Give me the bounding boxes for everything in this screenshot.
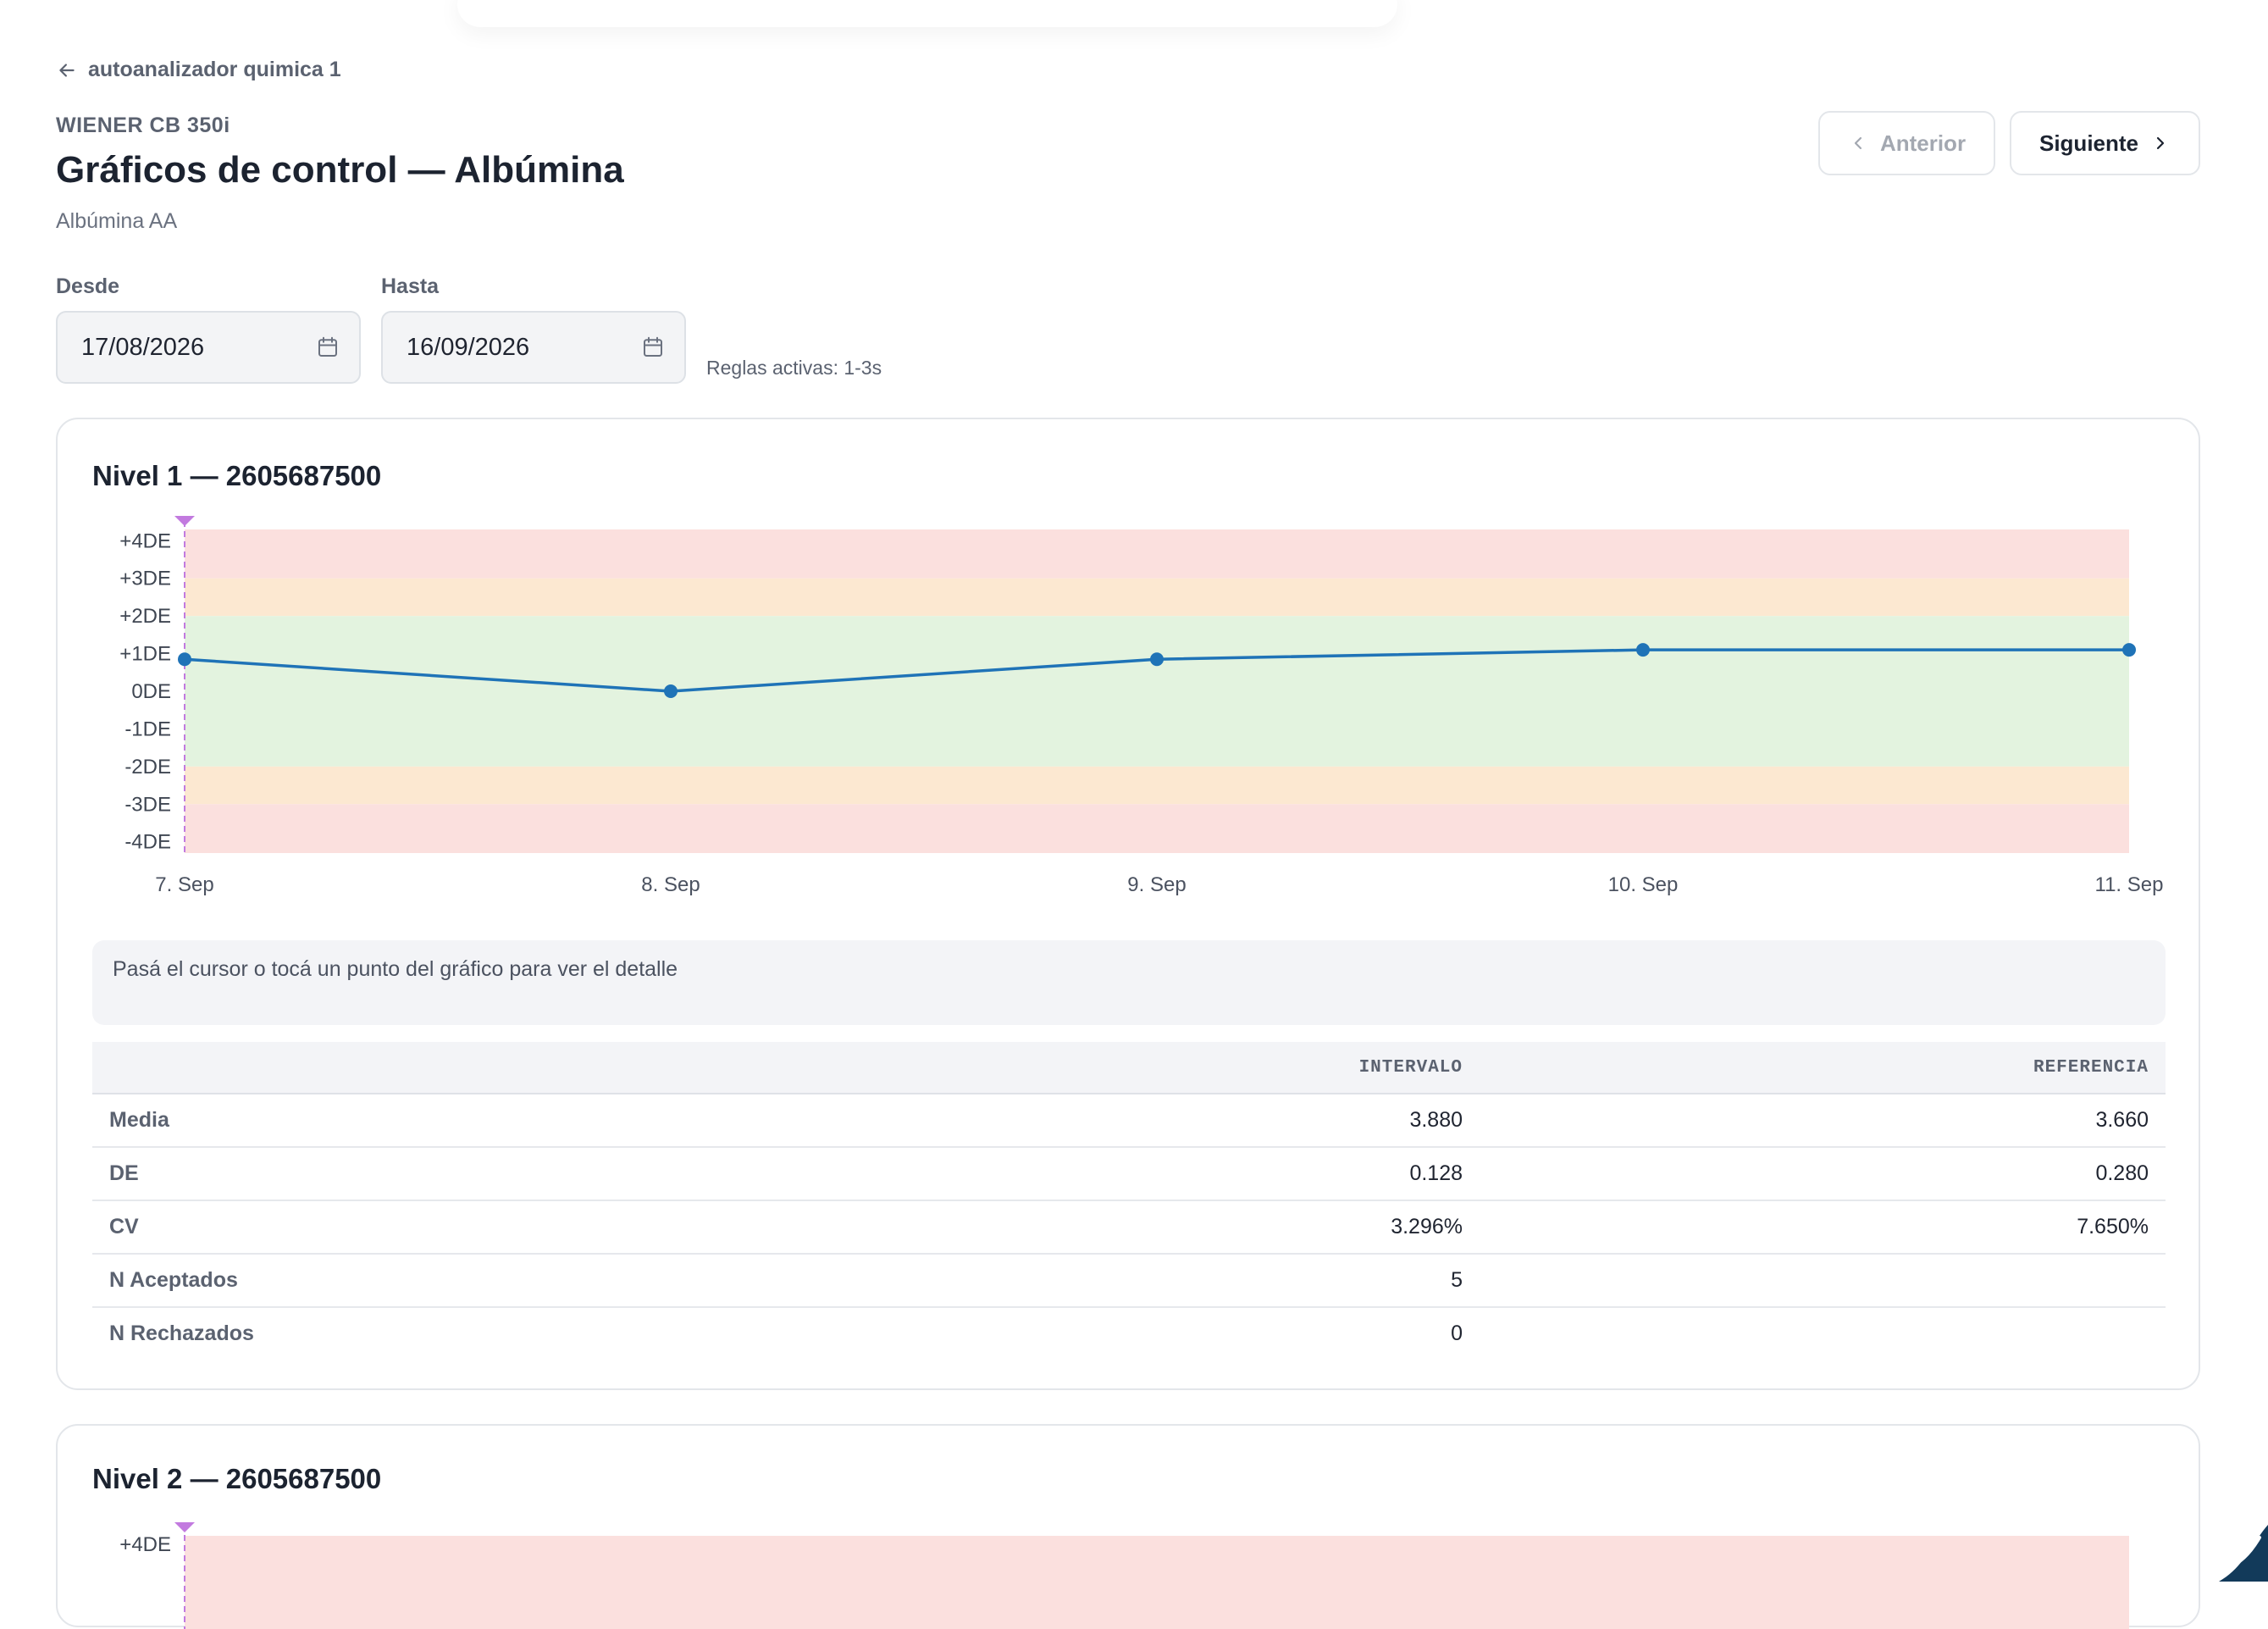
y-tick-label: +1DE xyxy=(119,643,171,666)
corner-widget[interactable] xyxy=(2193,1508,2268,1582)
previous-button[interactable]: Anterior xyxy=(1818,111,1995,175)
zone-band xyxy=(185,578,2129,617)
stat-label: N Rechazados xyxy=(92,1306,1141,1360)
y-tick-label: -1DE xyxy=(124,718,171,740)
page-subtitle: Albúmina AA xyxy=(56,209,178,233)
calendar-icon[interactable] xyxy=(315,335,340,360)
stat-label: N Aceptados xyxy=(92,1253,1141,1307)
from-date-input[interactable]: 17/08/2026 xyxy=(56,311,361,384)
previous-button-label: Anterior xyxy=(1879,130,1967,156)
level-2-card: Nivel 2 — 2605687500 +4DE xyxy=(56,1424,2200,1629)
table-row: DE 0.128 0.280 xyxy=(92,1146,2166,1200)
stat-intervalo: 5 xyxy=(1141,1253,1480,1307)
x-tick-label: 9. Sep xyxy=(1127,873,1186,896)
next-button-label: Siguiente xyxy=(2038,130,2138,156)
stat-referencia: 3.660 xyxy=(1480,1093,2166,1147)
level-1-card: Nivel 1 — 2605687500 +4DE +3DE +2DE +1DE 0DE… xyxy=(56,418,2200,1390)
chevron-right-icon xyxy=(2156,136,2165,150)
y-tick-label: -2DE xyxy=(124,756,171,778)
y-tick-label: +4DE xyxy=(119,529,171,552)
y-tick-label: +4DE xyxy=(119,1533,171,1556)
x-tick-label: 11. Sep xyxy=(2095,873,2164,896)
stat-intervalo: 3.880 xyxy=(1141,1093,1480,1147)
control-chart-level-2[interactable]: +4DE xyxy=(58,1426,2199,1629)
x-tick-label: 10. Sep xyxy=(1608,873,1679,896)
from-date-value: 17/08/2026 xyxy=(81,333,205,361)
top-floating-bar xyxy=(457,0,1397,27)
y-tick-label: +3DE xyxy=(119,568,171,590)
zone-band xyxy=(185,616,2129,767)
device-name: WIENER CB 350i xyxy=(56,114,230,137)
table-row: CV 3.296% 7.650% xyxy=(92,1200,2166,1254)
data-point[interactable] xyxy=(2122,643,2136,657)
zone-band xyxy=(185,804,2129,853)
chart-hint: Pasá el cursor o tocá un punto del gráfi… xyxy=(92,940,2166,1025)
active-rules-text: Reglas activas: 1-3s xyxy=(706,357,882,379)
page-title: Gráficos de control — Albúmina xyxy=(56,149,624,191)
x-tick-label: 7. Sep xyxy=(155,873,213,896)
x-tick-label: 8. Sep xyxy=(641,873,700,896)
table-row: Media 3.880 3.660 xyxy=(92,1093,2166,1147)
back-link-label: autoanalizador quimica 1 xyxy=(88,58,341,81)
chevron-left-icon xyxy=(1854,136,1862,150)
y-tick-label: -4DE xyxy=(124,831,171,854)
table-row: N Aceptados 5 xyxy=(92,1253,2166,1307)
to-date-value: 16/09/2026 xyxy=(407,333,530,361)
data-point[interactable] xyxy=(664,684,678,698)
next-button[interactable]: Siguiente xyxy=(2010,111,2200,175)
stats-header-referencia: REFERENCIA xyxy=(1480,1042,2166,1094)
corner-stroke xyxy=(2217,1536,2261,1573)
stat-referencia xyxy=(1480,1253,2166,1307)
from-date-label: Desde xyxy=(56,274,120,298)
stat-intervalo: 3.296% xyxy=(1141,1200,1480,1254)
stat-intervalo: 0 xyxy=(1141,1306,1480,1360)
data-point[interactable] xyxy=(1636,643,1650,657)
to-date-input[interactable]: 16/09/2026 xyxy=(381,311,686,384)
back-link[interactable]: autoanalizador quimica 1 xyxy=(56,58,341,82)
zone-band xyxy=(185,529,2129,579)
stat-label: Media xyxy=(92,1093,1141,1147)
zone-band xyxy=(185,766,2129,805)
stat-label: CV xyxy=(92,1200,1141,1254)
y-tick-label: +2DE xyxy=(119,605,171,628)
control-chart-level-1[interactable]: +4DE +3DE +2DE +1DE 0DE -1DE -2DE -3DE -4DE 7. S… xyxy=(58,419,2199,928)
stats-header-row: INTERVALO REFERENCIA xyxy=(92,1042,2166,1094)
stat-label: DE xyxy=(92,1146,1141,1200)
stat-intervalo: 0.128 xyxy=(1141,1146,1480,1200)
corner-shape xyxy=(2219,1525,2268,1582)
statistics-table: INTERVALO REFERENCIA Media 3.880 3.660 D… xyxy=(92,1042,2166,1360)
y-tick-label: 0DE xyxy=(131,680,171,703)
level-2-title: Nivel 2 — 2605687500 xyxy=(92,1463,382,1494)
to-date-label: Hasta xyxy=(381,274,440,298)
calendar-icon[interactable] xyxy=(640,335,666,360)
stats-header-intervalo: INTERVALO xyxy=(1141,1042,1480,1094)
stat-referencia: 0.280 xyxy=(1480,1146,2166,1200)
level-1-title: Nivel 1 — 2605687500 xyxy=(92,460,382,491)
stat-referencia xyxy=(1480,1306,2166,1360)
arrow-left-icon xyxy=(59,63,75,77)
data-point[interactable] xyxy=(178,652,191,667)
triangle-marker-icon xyxy=(174,516,195,526)
data-point[interactable] xyxy=(1150,652,1164,667)
band-red xyxy=(185,1536,2129,1629)
table-row: N Rechazados 0 xyxy=(92,1306,2166,1360)
y-tick-label: -3DE xyxy=(124,793,171,816)
stat-referencia: 7.650% xyxy=(1480,1200,2166,1254)
stats-header-blank xyxy=(92,1042,1141,1094)
triangle-marker-icon xyxy=(174,1522,195,1532)
